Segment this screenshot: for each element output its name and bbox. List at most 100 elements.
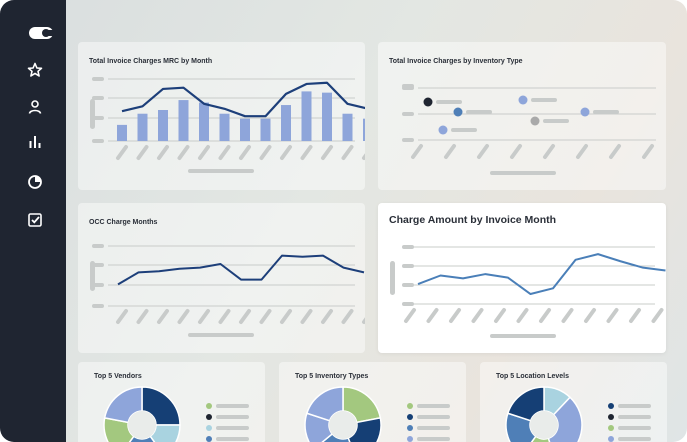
x-tick-placeholder (239, 145, 251, 160)
x-tick-placeholder (426, 308, 439, 323)
bar (199, 102, 209, 141)
bar (342, 113, 353, 141)
data-point (530, 116, 540, 126)
x-tick-placeholder (411, 144, 423, 159)
legend-marker (608, 403, 614, 409)
legend-marker (206, 403, 212, 409)
x-tick-placeholder (629, 308, 641, 323)
x-axis-title-placeholder (188, 333, 254, 337)
x-tick-placeholder (449, 308, 461, 323)
card-top-vendors[interactable]: Top 5 Vendors (78, 362, 265, 442)
mrc-bar-line-chart (90, 77, 365, 173)
legend-marker (206, 425, 212, 431)
bar (137, 113, 148, 141)
bar (301, 91, 312, 141)
star-icon[interactable] (27, 62, 43, 78)
card-inventory-type-chart[interactable]: Total Invoice Charges by Inventory Type (378, 42, 666, 190)
y-axis-title-placeholder (390, 261, 395, 295)
bar (260, 118, 271, 141)
legend-label-placeholder (216, 415, 249, 419)
bar-chart-icon[interactable] (27, 134, 43, 150)
chart-title: Top 5 Inventory Types (295, 373, 369, 380)
y-axis-title-placeholder (90, 99, 95, 129)
x-tick-placeholder (642, 144, 654, 159)
legend-marker (608, 414, 614, 420)
legend-label-placeholder (417, 404, 450, 408)
x-tick-placeholder (404, 308, 416, 323)
legend-label-placeholder (216, 437, 249, 441)
chart-title: Total Invoice Charges by Inventory Type (389, 58, 523, 65)
card-top-location-levels[interactable]: Top 5 Location Levels (480, 362, 667, 442)
chart-title: OCC Charge Months (89, 219, 158, 226)
y-tick-placeholder (92, 139, 104, 143)
legend-label-placeholder (618, 426, 651, 430)
data-point (453, 107, 463, 117)
bar (363, 118, 365, 141)
x-tick-placeholder (584, 308, 596, 323)
x-tick-placeholder (218, 309, 231, 324)
card-mrc-chart[interactable]: Total Invoice Charges MRC by Month (78, 42, 365, 190)
legend-label-placeholder (216, 404, 249, 408)
series-line (121, 81, 365, 118)
x-tick-placeholder (471, 308, 484, 323)
x-tick-placeholder (609, 144, 621, 159)
x-tick-placeholder (116, 309, 128, 324)
legend-marker (407, 436, 413, 442)
x-tick-placeholder (606, 308, 619, 323)
series-line (417, 253, 666, 296)
chart-title: Charge Amount by Invoice Month (389, 214, 557, 226)
x-tick-placeholder (444, 144, 456, 159)
top-vendors-donut (103, 386, 249, 442)
charge-amount-line-chart (390, 245, 666, 338)
x-tick-placeholder (341, 145, 354, 160)
x-tick-placeholder (157, 309, 169, 324)
x-tick-placeholder (198, 145, 210, 160)
x-tick-placeholder (259, 145, 272, 160)
y-tick-placeholder (402, 84, 414, 88)
legend-label-placeholder (618, 437, 651, 441)
card-top-inventory-types[interactable]: Top 5 Inventory Types (279, 362, 466, 442)
donut-hole (530, 411, 558, 439)
x-tick-placeholder (218, 145, 231, 160)
x-axis-title-placeholder (490, 171, 556, 175)
legend-marker (206, 414, 212, 420)
x-tick-placeholder (341, 309, 354, 324)
chart-title: Top 5 Vendors (94, 373, 142, 380)
legend-label-placeholder (618, 415, 651, 419)
bar (240, 118, 250, 141)
bar (219, 113, 230, 141)
card-charge-amount-chart[interactable]: Charge Amount by Invoice Month (378, 203, 666, 353)
x-tick-placeholder (576, 144, 588, 159)
chart-title: Top 5 Location Levels (496, 373, 569, 380)
x-tick-placeholder (300, 309, 313, 324)
card-occ-chart[interactable]: OCC Charge Months (78, 203, 365, 353)
x-tick-placeholder (177, 145, 190, 160)
data-label-placeholder (451, 128, 477, 132)
top-inventory-donut (304, 386, 450, 442)
x-tick-placeholder (477, 144, 489, 159)
x-tick-placeholder (494, 308, 506, 323)
top-locations-donut (505, 386, 651, 442)
user-icon[interactable] (27, 99, 43, 115)
y-tick-placeholder (92, 244, 104, 248)
chart-title: Total Invoice Charges MRC by Month (89, 58, 213, 65)
x-tick-placeholder (362, 153, 365, 160)
checkbox-icon[interactable] (27, 212, 43, 228)
legend-marker (407, 425, 413, 431)
legend-marker (407, 403, 413, 409)
x-tick-placeholder (516, 308, 529, 323)
logo-icon (29, 26, 53, 40)
x-tick-placeholder (539, 308, 551, 323)
legend-label-placeholder (417, 426, 450, 430)
legend-marker (608, 436, 614, 442)
legend-marker (407, 414, 413, 420)
x-tick-placeholder (116, 145, 128, 160)
x-tick-placeholder (136, 309, 149, 324)
x-tick-placeholder (259, 309, 272, 324)
bar (322, 92, 332, 141)
y-tick-placeholder (402, 245, 414, 249)
bar (178, 100, 189, 141)
pie-chart-icon[interactable] (27, 174, 43, 190)
data-label-placeholder (531, 98, 557, 102)
series-line (117, 254, 365, 286)
